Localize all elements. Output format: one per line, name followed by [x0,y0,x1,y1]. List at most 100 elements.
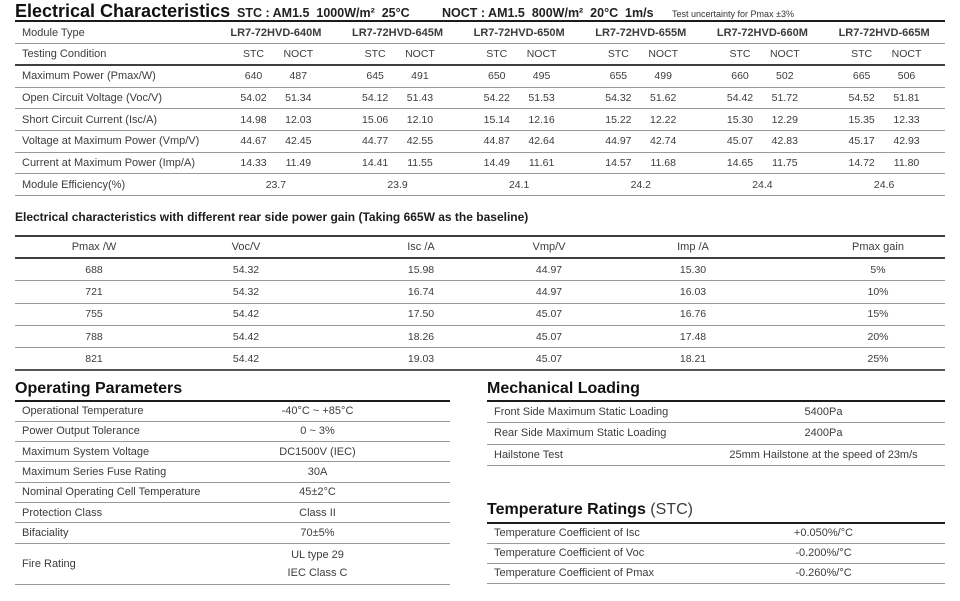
param-row: Maximum System Voltage DC1500V (IEC) [15,441,450,463]
module-type-row: Module Type LR7-72HVD-640M LR7-72HVD-645M L… [15,22,945,45]
spec-value-cell: 15.30 [701,108,763,131]
rear-gain-value-cell: 15.30 [575,258,811,282]
rear-gain-value-cell: 17.48 [575,325,811,349]
rear-gain-body: Pmax /W Voc/V Isc /A Vmp/V Imp /A Pmax gain 68… [15,236,945,372]
param-row: Temperature Coefficient of Voc -0.200%/°C [487,543,945,564]
param-row: Hailstone Test 25mm Hailstone at the spee… [487,444,945,466]
param-row: Fire Rating UL type 29 IEC Class C [15,543,450,585]
rear-gain-value-cell: 54.42 [173,303,319,327]
param-value: 45±2°C [185,482,450,503]
rear-gain-value-cell: 5% [811,258,945,282]
spec-row: Short Circuit Current (Isc/A) 14.98 12.03 1… [15,108,945,131]
condition-cell: NOCT [884,43,945,67]
param-label: Bifaciality [15,522,185,544]
param-row: Temperature Coefficient of Pmax -0.260%/°… [487,563,945,584]
param-value: 5400Pa [702,401,945,423]
param-value: -0.260%/°C [702,563,945,584]
rear-gain-value-cell: 688 [15,258,173,282]
param-value: DC1500V (IEC) [185,441,450,463]
condition-cell: NOCT [762,43,824,67]
rear-gain-header-cell: Pmax gain [811,236,945,260]
rear-gain-value-cell: 54.42 [173,347,319,372]
rear-gain-value-cell: 20% [811,325,945,349]
spec-row: Voltage at Maximum Power (Vmp/V) 44.67 42.… [15,130,945,153]
spec-value-cell: 54.52 [823,87,885,110]
param-row: Maximum Series Fuse Rating 30A [15,461,450,483]
efficiency-label: Module Efficiency(%) [15,173,216,196]
rear-gain-row: 721 54.32 16.74 44.97 16.03 10% [15,280,945,304]
spec-value-cell: 15.22 [579,108,641,131]
temperature-ratings-title-text: Temperature Ratings [487,501,646,518]
param-label: Protection Class [15,502,185,524]
module-type-cell: LR7-72HVD-655M [579,22,702,45]
spec-value-cell: 54.32 [579,87,641,110]
spec-value-cell: 42.74 [640,130,702,153]
condition-cell: STC [579,43,641,67]
spec-row: Current at Maximum Power (Imp/A) 14.33 11.… [15,152,945,175]
rear-gain-row: 821 54.42 19.03 45.07 18.21 25% [15,347,945,372]
spec-value-cell: 51.81 [884,87,945,110]
efficiency-value-cell: 24.2 [579,173,702,196]
spec-value-cell: 54.02 [215,87,276,110]
spec-value-cell: 502 [762,65,824,88]
spec-value-cell: 491 [397,65,459,88]
mechanical-loading-table: Front Side Maximum Static Loading 5400Pa R… [487,400,945,466]
rear-gain-value-cell: 788 [15,325,173,349]
param-value: 30A [185,461,450,483]
spec-value-cell: 11.49 [275,152,337,175]
rear-gain-header-cell: Pmax /W [15,236,173,260]
rear-gain-value-cell: 821 [15,347,173,372]
param-row: Bifaciality 70±5% [15,522,450,544]
temperature-ratings-body: Temperature Coefficient of Isc +0.050%/°C… [487,523,945,584]
noct-test-condition: NOCT : AM1.5 800W/m² 20°C 1m/s [442,6,654,20]
rear-gain-header-cell: Vmp/V [523,236,575,260]
rear-gain-value-cell: 17.50 [319,303,523,327]
param-row: Protection Class Class II [15,502,450,524]
spec-row-label: Short Circuit Current (Isc/A) [15,108,216,131]
rear-gain-row: 688 54.32 15.98 44.97 15.30 5% [15,258,945,282]
spec-value-cell: 14.41 [336,152,398,175]
condition-cell: STC [823,43,885,67]
param-row: Operational Temperature -40°C ~ +85°C [15,401,450,422]
operating-parameters-table: Operational Temperature -40°C ~ +85°C Powe… [15,400,450,585]
rear-gain-value-cell: 16.76 [575,303,811,327]
param-label: Nominal Operating Cell Temperature [15,482,200,503]
spec-row-label: Maximum Power (Pmax/W) [15,65,216,88]
param-label: Maximum Series Fuse Rating [15,461,185,483]
rear-gain-header-row: Pmax /W Voc/V Isc /A Vmp/V Imp /A Pmax gain [15,236,945,260]
spec-value-cell: 54.12 [336,87,398,110]
spec-value-cell: 487 [275,65,337,88]
spec-value-cell: 42.83 [762,130,824,153]
spec-value-cell: 11.55 [397,152,459,175]
efficiency-value-cell: 24.6 [823,173,945,196]
rear-gain-header-cell: Isc /A [319,236,523,260]
efficiency-row: Module Efficiency(%) 23.7 23.9 24.1 24.2 24.4… [15,173,945,196]
spec-value-cell: 11.75 [762,152,824,175]
rear-gain-value-cell: 16.03 [575,280,811,304]
rear-gain-value-cell: 44.97 [523,258,575,282]
spec-value-cell: 650 [458,65,520,88]
param-value: -40°C ~ +85°C [185,401,450,422]
spec-row: Open Circuit Voltage (Voc/V) 54.02 51.34 54… [15,87,945,110]
testing-condition-label: Testing Condition [15,43,216,67]
rear-gain-value-cell: 18.26 [319,325,523,349]
electrical-characteristics-body: Module Type LR7-72HVD-640M LR7-72HVD-645M L… [15,22,945,196]
spec-value-cell: 44.87 [458,130,520,153]
rear-gain-value-cell: 10% [811,280,945,304]
param-value-line: IEC Class C [287,566,348,579]
condition-cell: STC [458,43,520,67]
rear-gain-value-cell: 54.32 [173,280,319,304]
spec-value-cell: 45.17 [823,130,885,153]
param-value: 25mm Hailstone at the speed of 23m/s [702,444,945,466]
spec-value-cell: 44.97 [579,130,641,153]
spec-value-cell: 14.57 [579,152,641,175]
rear-gain-value-cell: 45.07 [523,347,575,372]
spec-row: Maximum Power (Pmax/W) 640 487 645 491 650 495… [15,65,945,88]
param-value: +0.050%/°C [702,523,945,544]
rear-gain-value-cell: 15.98 [319,258,523,282]
rear-gain-value-cell: 45.07 [523,325,575,349]
spec-value-cell: 51.43 [397,87,459,110]
spec-value-cell: 51.72 [762,87,824,110]
spec-value-cell: 12.22 [640,108,702,131]
